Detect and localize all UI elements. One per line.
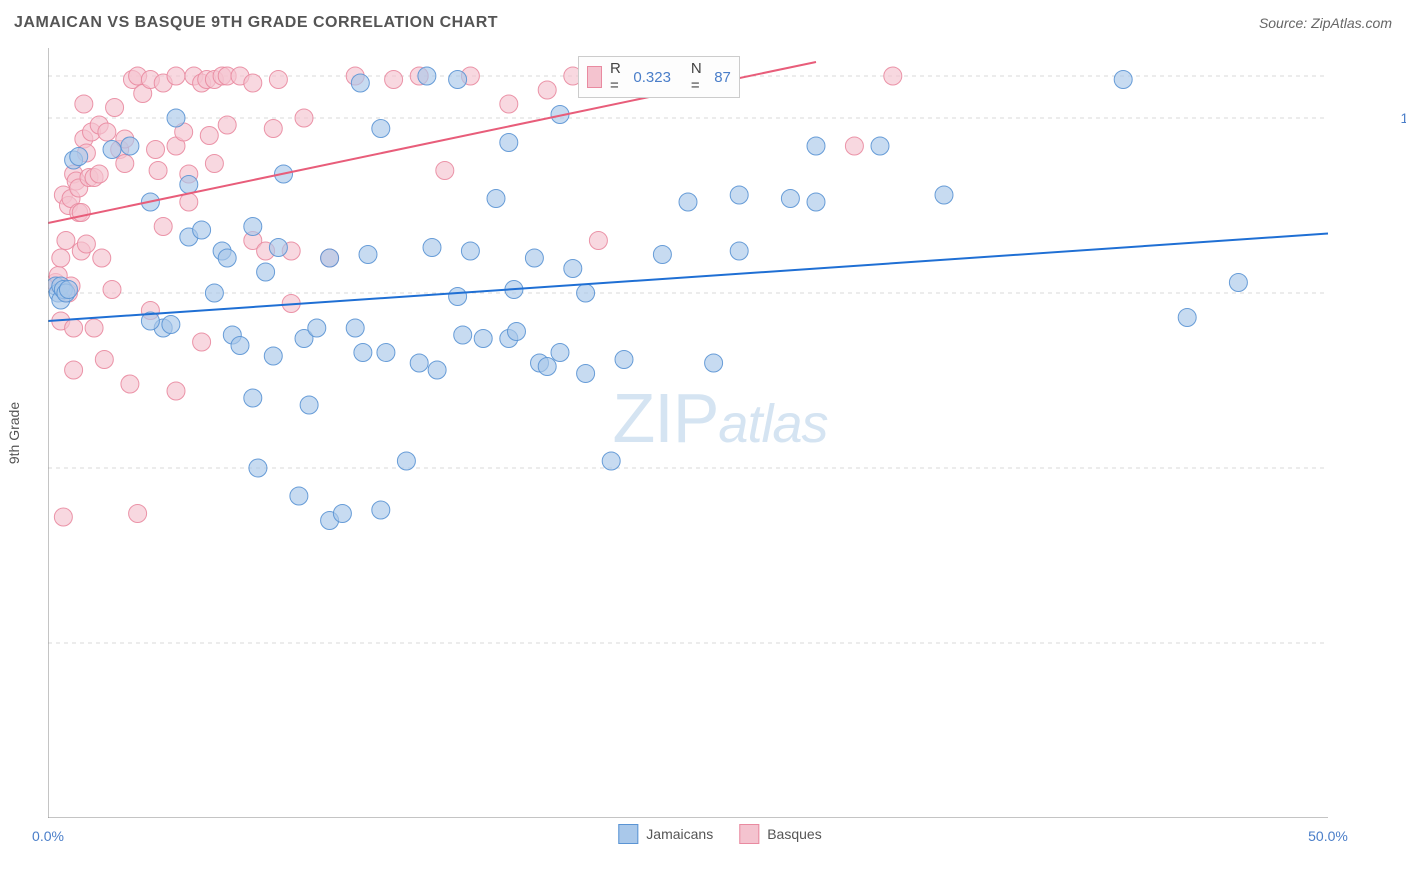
series-legend: Jamaicans Basques	[618, 824, 821, 844]
legend-item: Jamaicans	[618, 824, 713, 844]
chart-title: JAMAICAN VS BASQUE 9TH GRADE CORRELATION…	[14, 14, 498, 32]
y-tick-label: 100.0%	[1401, 110, 1406, 126]
pink-swatch-icon	[739, 824, 759, 844]
legend-item: Basques	[739, 824, 821, 844]
x-tick-label: 50.0%	[1308, 828, 1348, 844]
chart-plot-area: 9th Grade ZIPatlas 85.0%90.0%95.0%100.0%…	[48, 48, 1392, 818]
legend-label: Basques	[767, 826, 821, 842]
legend-label: Jamaicans	[646, 826, 713, 842]
x-tick-label: 0.0%	[32, 828, 64, 844]
blue-swatch-icon	[618, 824, 638, 844]
chart-header: JAMAICAN VS BASQUE 9TH GRADE CORRELATION…	[14, 14, 1392, 32]
chart-source: Source: ZipAtlas.com	[1259, 15, 1392, 31]
y-axis-label: 9th Grade	[6, 402, 22, 464]
scatter-plot-svg	[48, 48, 1392, 818]
pink-swatch-icon	[587, 66, 602, 88]
stats-row: R =0.323N =87	[578, 56, 740, 98]
